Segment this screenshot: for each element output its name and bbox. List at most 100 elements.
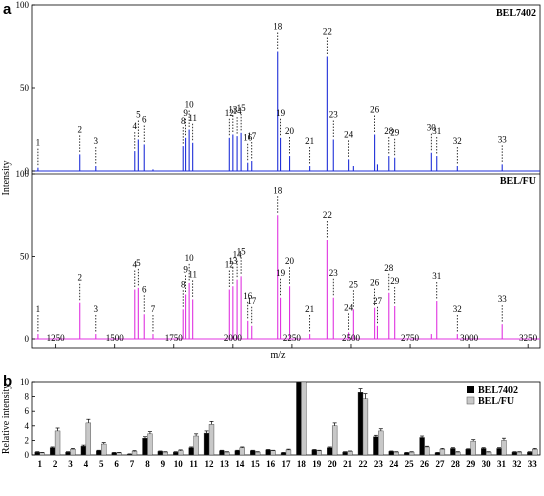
bar-bel-fu-17 [285,449,292,456]
relative-intensity-ticks: 0 2 4 6 8 10 [20,377,35,460]
bar-xtick-label-20: 20 [328,459,338,469]
bar-bel-fu-21 [347,451,353,456]
peak-label-bel7402-19: 19 [276,108,286,118]
bar-ytick-label-10: 10 [20,377,30,387]
bar-xtick-label-11: 11 [189,459,198,469]
peak-label-bel7402-20: 20 [285,126,295,136]
bar-xtick-label-4: 4 [84,459,89,469]
peak-label-bel7402-4: 4 [133,121,138,131]
xtick-label-2750: 2750 [401,333,420,343]
bar-bel-fu-16 [270,450,276,456]
bar-xtick-label-22: 22 [358,459,368,469]
peak-label-bel-fu-23: 23 [329,268,339,278]
bar-bel7402-28 [450,448,456,456]
bar-bel7402-22 [357,392,364,456]
bar-ytick-label-0: 0 [25,450,30,460]
peak-label-bel-fu-27: 27 [373,296,383,306]
peak-label-bel7402-12: 12 [225,108,234,118]
bar-xtick-label-31: 31 [497,459,507,469]
bar-bel7402-23 [373,436,379,456]
bar-xtick-label-12: 12 [205,459,215,469]
bar-xtick-label-17: 17 [282,459,292,469]
bar-xtick-label-2: 2 [53,459,58,469]
peak-label-bel-fu-28: 28 [384,263,394,273]
peak-number-ticks: 1 2 3 4 5 6 7 8 9 10 11 12 13 14 15 16 17 18 19 20 21 22 23 24 2… [37,459,537,469]
bar-bel7402-27 [434,452,441,456]
bar-bel-fu-2 [54,430,61,456]
peak-label-bel-fu-11: 11 [188,269,197,279]
xtick-label-2500: 2500 [342,333,361,343]
peak-label-bel7402-15: 15 [237,103,247,113]
bar-ytick-label-6: 6 [25,406,30,416]
peak-label-bel-fu-21: 21 [305,304,314,314]
bar-xtick-label-19: 19 [312,459,322,469]
peak-label-bel-fu-22: 22 [323,210,332,220]
panel-a-label: a [3,1,12,18]
peak-label-bel7402-18: 18 [273,21,283,31]
bar-xtick-label-27: 27 [435,459,445,469]
peak-label-bel7402-1: 1 [36,138,41,148]
bar-bel-fu-4 [85,422,92,456]
ytick-label-bel-fu-50: 50 [20,252,30,262]
xtick-label-3250: 3250 [519,333,538,343]
bar-xtick-label-30: 30 [482,459,492,469]
peak-label-bel7402-11: 11 [188,113,197,123]
bar-xtick-label-33: 33 [528,459,538,469]
mz-axis-ticks: 1250 1500 1750 2000 2250 2500 2750 3000 3250 [47,333,538,348]
bar-xtick-label-16: 16 [266,459,276,469]
peak-label-bel-fu-18: 18 [273,185,283,195]
bar-bel-fu-20 [331,425,338,456]
bar-bel7402-16 [265,449,271,456]
ytick-label-bel-fu-100: 100 [16,169,30,179]
bar-bel7402-7 [126,454,133,456]
peak-label-bel7402-16: 16 [243,133,253,143]
subplot-title-bel-fu: BEL/FU [500,176,536,187]
peak-label-bel7402-23: 23 [329,109,339,119]
peak-label-bel7402-10: 10 [185,100,195,110]
bar-bel7402-15 [250,450,256,456]
bar-bel-fu-18 [301,381,307,456]
bar-bel-fu-26 [424,446,430,456]
bar-xtick-label-32: 32 [512,459,522,469]
peak-label-bel7402-29: 29 [390,128,400,138]
peak-label-bel7402-21: 21 [305,136,314,146]
peak-label-bel-fu-9: 9 [183,264,188,274]
bar-bel7402-9 [157,451,164,456]
bar-bel-fu-10 [178,450,184,456]
bar-xtick-label-23: 23 [374,459,384,469]
bar-xtick-label-8: 8 [145,459,150,469]
bar-bel-fu-1 [39,452,45,456]
bar-xtick-label-10: 10 [174,459,184,469]
bar-bel7402-2 [49,447,56,456]
bar-xtick-label-15: 15 [251,459,261,469]
bar-bel-fu-33 [532,448,538,456]
bar-bel7402-31 [496,448,502,456]
bar-bel7402-20 [327,447,333,456]
peak-label-bel-fu-16: 16 [243,291,253,301]
bar-xtick-label-3: 3 [68,459,73,469]
bar-series [34,381,538,456]
peak-label-bel-fu-8: 8 [181,279,186,289]
bar-bel7402-32 [511,451,518,456]
peak-label-bel7402-31: 31 [432,126,441,136]
peak-label-bel-fu-20: 20 [285,256,295,266]
bar-bel7402-14 [234,450,241,456]
bar-xtick-label-6: 6 [114,459,119,469]
peak-label-bel-fu-14: 14 [233,250,243,260]
peak-label-bel-fu-29: 29 [390,276,400,286]
bar-xtick-label-7: 7 [130,459,135,469]
peak-label-bel-fu-33: 33 [498,294,508,304]
bar-bel7402-24 [388,451,394,456]
bar-bel7402-30 [480,448,487,456]
bar-bel7402-29 [465,448,471,456]
bar-bel-fu-29 [470,440,476,456]
peak-label-bel7402-17: 17 [247,131,257,141]
peak-label-bel7402-8: 8 [181,116,186,126]
bar-xtick-label-29: 29 [466,459,476,469]
legend: BEL7402 BEL/FU [466,385,518,407]
peak-label-bel-fu-7: 7 [151,304,156,314]
peak-label-bel7402-6: 6 [142,114,147,124]
peak-label-bel-fu-3: 3 [94,304,99,314]
bar-bel-fu-8 [147,433,153,456]
